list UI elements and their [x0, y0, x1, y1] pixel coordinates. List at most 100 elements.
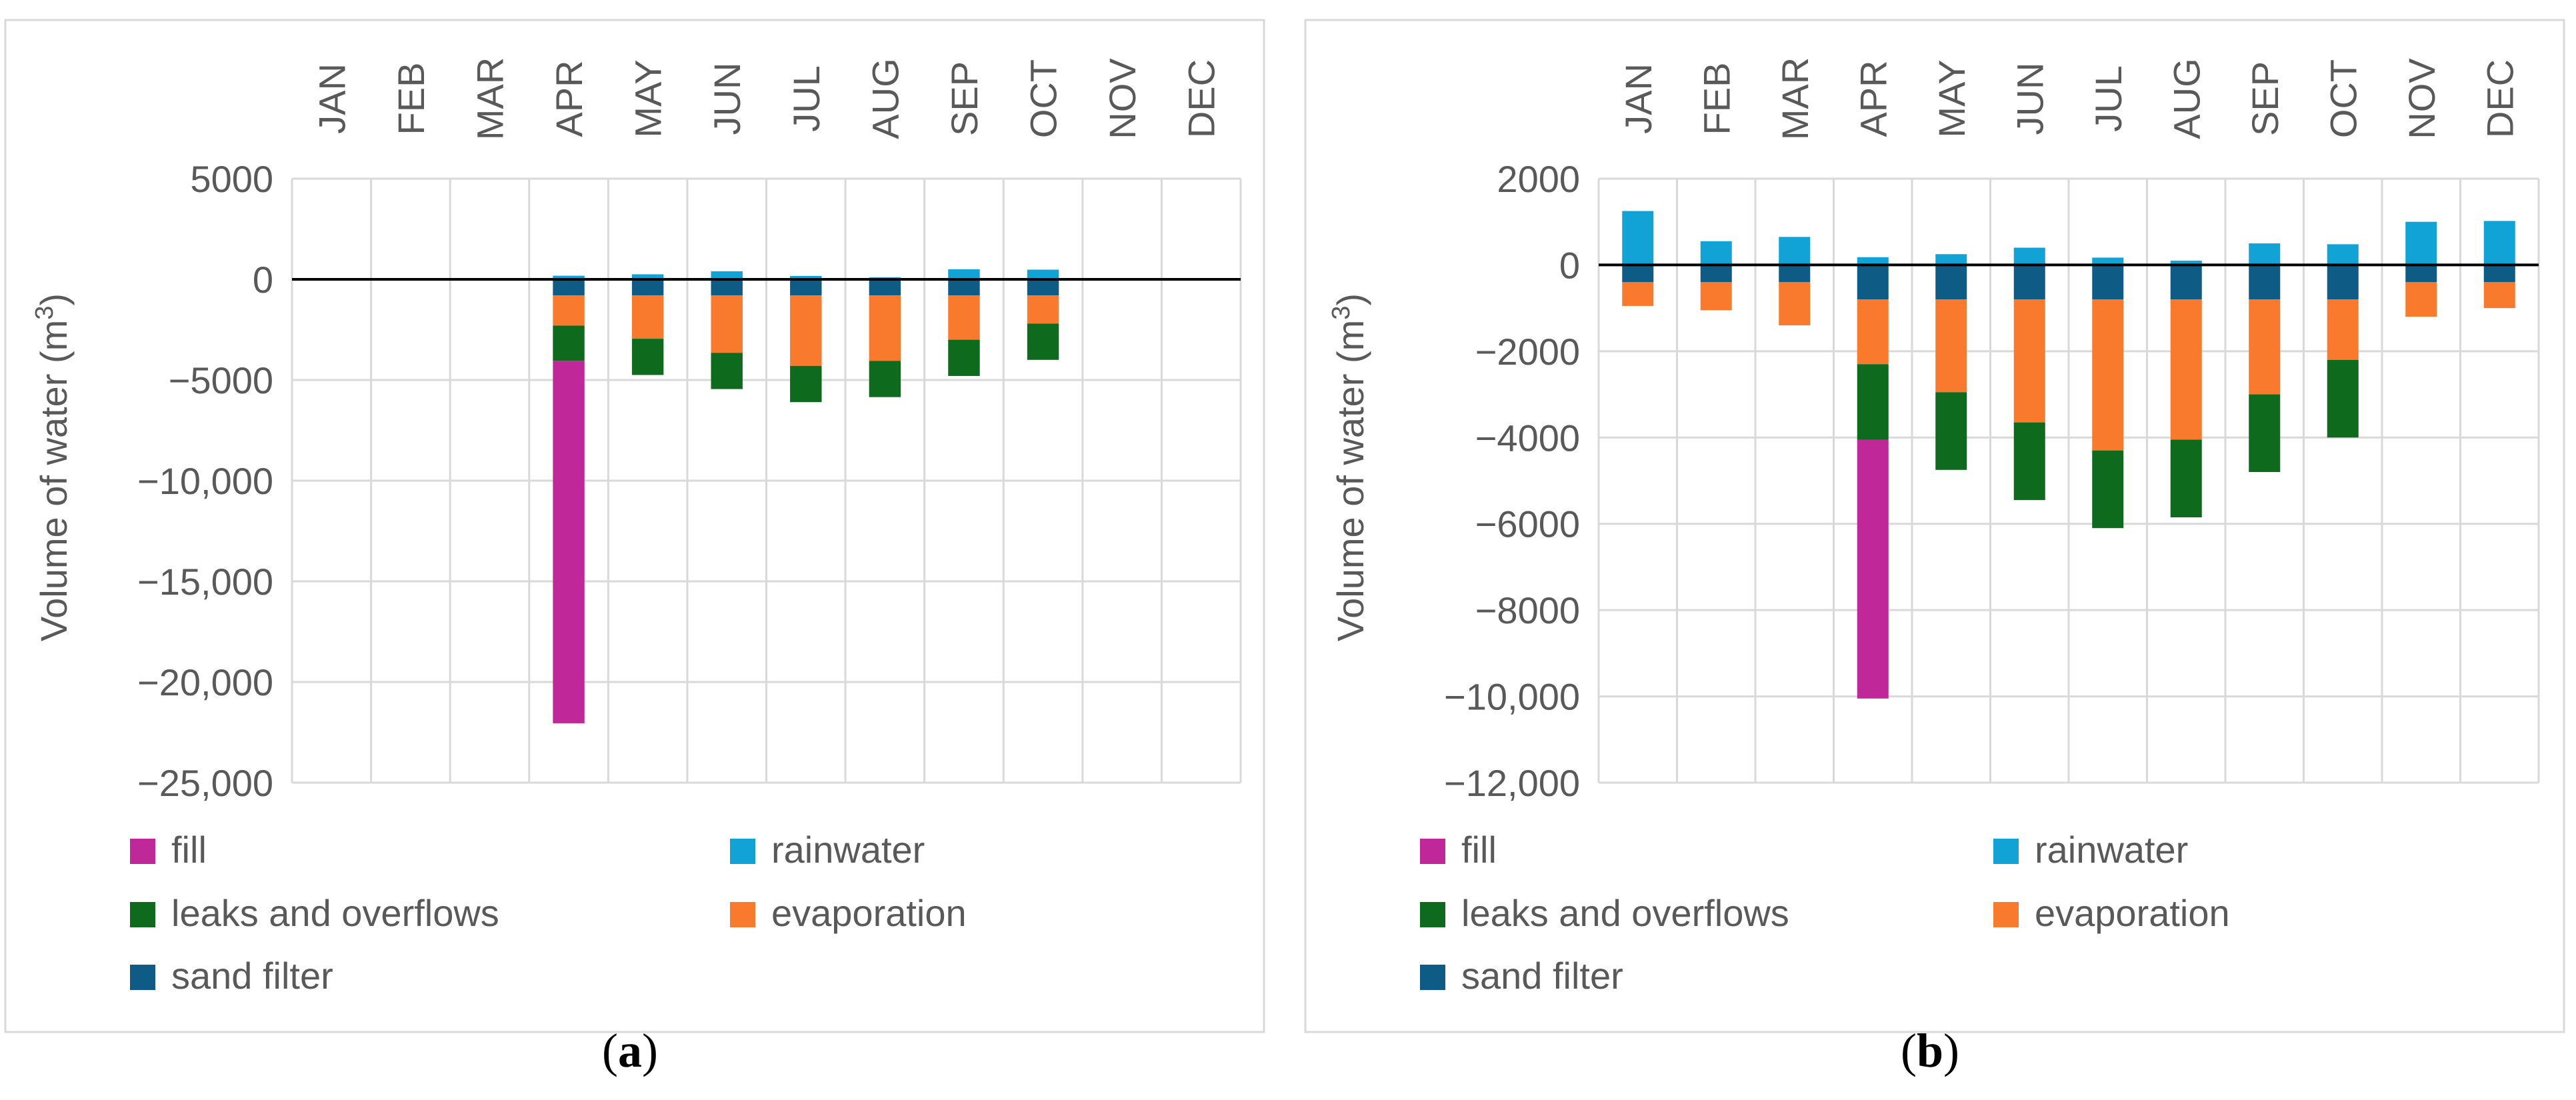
- y-tick-label: −10,000: [1444, 676, 1580, 718]
- bar-evaporation-aug: [869, 295, 901, 361]
- y-tick-label: 0: [1559, 244, 1580, 286]
- x-tick-label: SEP: [2244, 61, 2286, 136]
- y-tick-label: 0: [253, 259, 273, 301]
- x-tick-label: AUG: [2165, 58, 2207, 139]
- x-tick-label: DEC: [2479, 59, 2521, 138]
- bar-rainwater-apr: [1857, 257, 1889, 265]
- legend-swatch-evaporation: [1993, 902, 2019, 927]
- x-tick-label: JAN: [311, 63, 353, 134]
- bar-leaks-and-overflows-sep: [948, 339, 980, 376]
- x-tick-label: APR: [548, 60, 590, 137]
- legend-label: leaks and overflows: [171, 892, 499, 934]
- x-tick-label: JUN: [2009, 63, 2051, 135]
- bar-evaporation-mar: [1779, 282, 1811, 326]
- bar-evaporation-feb: [1700, 282, 1732, 311]
- legend-swatch-fill: [1420, 839, 1445, 864]
- legend-label: rainwater: [771, 829, 925, 871]
- legend-label: fill: [1461, 829, 1497, 871]
- bar-rainwater-jul: [2092, 257, 2124, 265]
- legend-label: leaks and overflows: [1461, 892, 1789, 934]
- legend-label: fill: [171, 829, 207, 871]
- bar-rainwater-apr: [553, 275, 585, 279]
- legend-label: evaporation: [771, 892, 967, 934]
- y-tick-label: −6000: [1475, 503, 1580, 545]
- chart-frame: [1304, 19, 2565, 1033]
- y-tick-label: −4000: [1475, 417, 1580, 459]
- bar-sand-filter-oct: [1027, 279, 1059, 296]
- legend-swatch-leaks-and-overflows: [1420, 902, 1445, 927]
- bar-sand-filter-jul: [2092, 265, 2124, 300]
- bar-leaks-and-overflows-oct: [1027, 323, 1059, 360]
- bar-fill-apr: [553, 361, 585, 723]
- bar-rainwater-sep: [2249, 243, 2281, 265]
- bar-sand-filter-feb: [1700, 265, 1732, 283]
- bar-sand-filter-jun: [711, 279, 743, 296]
- bar-sand-filter-aug: [869, 279, 901, 296]
- bar-evaporation-sep: [2249, 299, 2281, 395]
- bar-rainwater-jul: [790, 275, 822, 279]
- bar-evaporation-jul: [790, 295, 822, 366]
- bar-evaporation-jul: [2092, 299, 2124, 451]
- x-tick-label: APR: [1852, 60, 1894, 137]
- y-tick-label: −2000: [1475, 331, 1580, 373]
- bar-rainwater-oct: [2327, 244, 2359, 265]
- bar-evaporation-dec: [2483, 282, 2515, 309]
- bar-leaks-and-overflows-jul: [790, 365, 822, 403]
- legend-label: sand filter: [1461, 955, 1623, 997]
- x-tick-label: JUN: [706, 63, 748, 135]
- x-tick-label: FEB: [390, 63, 432, 135]
- bar-evaporation-apr: [1857, 299, 1889, 365]
- bar-evaporation-apr: [553, 295, 585, 326]
- bar-evaporation-nov: [2405, 282, 2437, 317]
- x-tick-label: FEB: [1695, 63, 1737, 135]
- bar-rainwater-feb: [1700, 241, 1732, 265]
- y-tick-label: −10,000: [137, 460, 273, 502]
- x-tick-label: JUL: [785, 65, 827, 132]
- legend-swatch-rainwater: [1993, 839, 2019, 864]
- x-tick-label: NOV: [2401, 58, 2443, 139]
- bar-leaks-and-overflows-oct: [2327, 359, 2359, 438]
- x-tick-label: JAN: [1617, 63, 1659, 134]
- bar-leaks-and-overflows-jun: [711, 353, 743, 389]
- bar-sand-filter-mar: [1779, 265, 1811, 283]
- bar-fill-apr: [1857, 439, 1889, 699]
- chart-frame: [4, 19, 1265, 1033]
- y-axis-label-close: ): [33, 293, 75, 306]
- bar-leaks-and-overflows-aug: [869, 361, 901, 397]
- bar-sand-filter-sep: [2249, 265, 2281, 300]
- bar-rainwater-may: [1935, 254, 1967, 265]
- bar-evaporation-sep: [948, 295, 980, 340]
- legend: fill rainwater leaks and overflows evaporat…: [130, 829, 967, 997]
- bar-leaks-and-overflows-may: [1935, 392, 1967, 470]
- legend-swatch-sand-filter: [130, 965, 155, 990]
- bar-rainwater-dec: [2483, 221, 2515, 265]
- bar-sand-filter-oct: [2327, 265, 2359, 300]
- y-tick-label: −8000: [1475, 589, 1580, 631]
- legend-swatch-fill: [130, 839, 155, 864]
- legend-label: sand filter: [171, 955, 333, 997]
- bar-evaporation-oct: [2327, 299, 2359, 360]
- legend-swatch-evaporation: [730, 902, 755, 927]
- bar-sand-filter-jan: [1622, 265, 1654, 283]
- y-axis-label-close: ): [1329, 293, 1371, 306]
- x-tick-label: MAR: [469, 57, 511, 140]
- bar-leaks-and-overflows-aug: [2170, 439, 2202, 518]
- legend-swatch-sand-filter: [1420, 965, 1445, 990]
- chart-panel-b: 2000 0 −2000 −4000 −6000 −8000 −10,000 −12,000 J…: [1304, 19, 2565, 1077]
- x-tick-label: MAR: [1774, 57, 1816, 140]
- y-tick-label: −12,000: [1444, 762, 1580, 804]
- bar-sand-filter-sep: [948, 279, 980, 296]
- bar-sand-filter-jun: [2013, 265, 2045, 300]
- x-tick-label: OCT: [1023, 59, 1065, 138]
- x-tick-label: NOV: [1101, 58, 1143, 139]
- bar-rainwater-jun: [2013, 247, 2045, 265]
- y-tick-label: −20,000: [137, 661, 273, 703]
- bar-leaks-and-overflows-apr: [1857, 364, 1889, 440]
- bar-rainwater-nov: [2405, 221, 2437, 265]
- x-tick-label: OCT: [2322, 59, 2364, 138]
- bar-evaporation-aug: [2170, 299, 2202, 440]
- y-tick-label: −15,000: [137, 561, 273, 603]
- bar-sand-filter-aug: [2170, 265, 2202, 300]
- y-axis-label-sup: 3: [31, 306, 59, 320]
- y-axis-label-text: Volume of water (m: [33, 320, 75, 641]
